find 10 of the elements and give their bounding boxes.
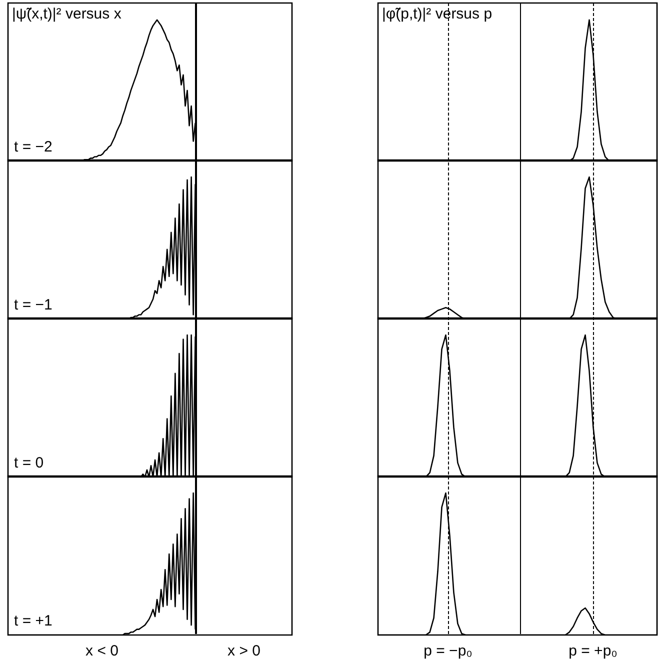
annotation: t = −1 (14, 296, 52, 314)
text: x > 0 (228, 642, 260, 660)
annotation: t = 0 (14, 454, 44, 472)
text: p = +p₀ (568, 642, 618, 660)
chart-title: |φ̃(p,t)|² versus p (382, 6, 492, 23)
text: p = −p₀ (424, 642, 472, 660)
annotation: t = +1 (14, 612, 52, 630)
text: x < 0 (86, 642, 118, 660)
chart-title: |ψ̃(x,t)|² versus x (12, 6, 122, 23)
annotation: t = −2 (14, 138, 52, 156)
